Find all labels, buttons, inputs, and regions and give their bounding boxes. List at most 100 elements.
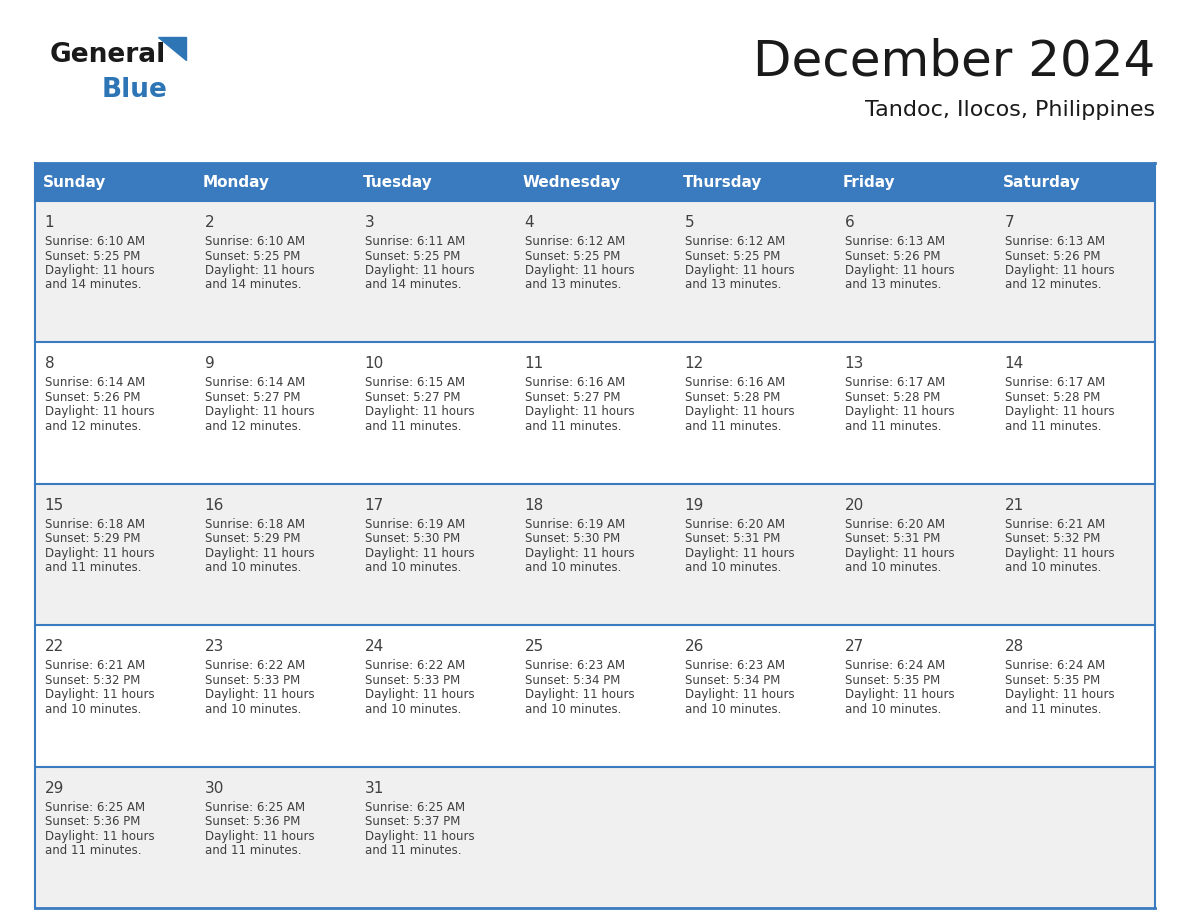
Text: Daylight: 11 hours: Daylight: 11 hours — [684, 406, 795, 419]
Text: Sunset: 5:25 PM: Sunset: 5:25 PM — [684, 250, 781, 263]
Text: Sunrise: 6:10 AM: Sunrise: 6:10 AM — [45, 235, 145, 248]
Bar — [34, 163, 1155, 201]
Text: Sunrise: 6:10 AM: Sunrise: 6:10 AM — [204, 235, 305, 248]
Text: and 11 minutes.: and 11 minutes. — [1005, 420, 1101, 433]
Text: and 13 minutes.: and 13 minutes. — [684, 278, 781, 292]
Bar — [34, 625, 1155, 767]
Text: and 10 minutes.: and 10 minutes. — [684, 561, 781, 575]
Text: Sunrise: 6:12 AM: Sunrise: 6:12 AM — [684, 235, 785, 248]
Text: Daylight: 11 hours: Daylight: 11 hours — [845, 264, 954, 277]
Text: Sunrise: 6:16 AM: Sunrise: 6:16 AM — [525, 376, 625, 389]
Text: and 10 minutes.: and 10 minutes. — [525, 561, 621, 575]
Text: Daylight: 11 hours: Daylight: 11 hours — [45, 406, 154, 419]
Text: 28: 28 — [1005, 639, 1024, 655]
Text: Sunrise: 6:18 AM: Sunrise: 6:18 AM — [204, 518, 305, 531]
Text: and 10 minutes.: and 10 minutes. — [684, 702, 781, 716]
Text: Sunset: 5:28 PM: Sunset: 5:28 PM — [1005, 391, 1100, 404]
Text: and 13 minutes.: and 13 minutes. — [525, 278, 621, 292]
Text: Blue: Blue — [102, 77, 168, 103]
Text: Sunrise: 6:22 AM: Sunrise: 6:22 AM — [365, 659, 465, 672]
Text: Sunrise: 6:16 AM: Sunrise: 6:16 AM — [684, 376, 785, 389]
Text: Sunset: 5:29 PM: Sunset: 5:29 PM — [45, 532, 140, 545]
Text: and 10 minutes.: and 10 minutes. — [365, 702, 461, 716]
Text: 21: 21 — [1005, 498, 1024, 513]
Text: and 14 minutes.: and 14 minutes. — [204, 278, 301, 292]
Text: Daylight: 11 hours: Daylight: 11 hours — [684, 264, 795, 277]
Text: 22: 22 — [45, 639, 64, 655]
Text: Daylight: 11 hours: Daylight: 11 hours — [45, 547, 154, 560]
Text: Sunrise: 6:19 AM: Sunrise: 6:19 AM — [525, 518, 625, 531]
Text: Daylight: 11 hours: Daylight: 11 hours — [365, 688, 474, 701]
Text: Sunset: 5:25 PM: Sunset: 5:25 PM — [525, 250, 620, 263]
Text: and 10 minutes.: and 10 minutes. — [45, 702, 141, 716]
Text: Sunset: 5:37 PM: Sunset: 5:37 PM — [365, 815, 460, 828]
Text: and 11 minutes.: and 11 minutes. — [204, 844, 301, 857]
Text: Sunset: 5:30 PM: Sunset: 5:30 PM — [365, 532, 460, 545]
Text: Daylight: 11 hours: Daylight: 11 hours — [365, 406, 474, 419]
Text: 9: 9 — [204, 356, 214, 372]
Text: Sunrise: 6:21 AM: Sunrise: 6:21 AM — [45, 659, 145, 672]
Text: 14: 14 — [1005, 356, 1024, 372]
Text: Sunrise: 6:17 AM: Sunrise: 6:17 AM — [1005, 376, 1105, 389]
Text: and 14 minutes.: and 14 minutes. — [45, 278, 141, 292]
Text: 17: 17 — [365, 498, 384, 513]
Text: and 12 minutes.: and 12 minutes. — [204, 420, 301, 433]
Text: Sunrise: 6:12 AM: Sunrise: 6:12 AM — [525, 235, 625, 248]
Text: Sunrise: 6:19 AM: Sunrise: 6:19 AM — [365, 518, 465, 531]
Text: and 11 minutes.: and 11 minutes. — [45, 561, 141, 575]
Bar — [34, 767, 1155, 908]
Text: Sunset: 5:30 PM: Sunset: 5:30 PM — [525, 532, 620, 545]
Text: Sunset: 5:34 PM: Sunset: 5:34 PM — [525, 674, 620, 687]
Text: Daylight: 11 hours: Daylight: 11 hours — [365, 547, 474, 560]
Text: Daylight: 11 hours: Daylight: 11 hours — [525, 264, 634, 277]
Text: 25: 25 — [525, 639, 544, 655]
Text: December 2024: December 2024 — [753, 38, 1155, 86]
Text: 26: 26 — [684, 639, 704, 655]
Text: and 10 minutes.: and 10 minutes. — [845, 561, 941, 575]
Text: Sunday: Sunday — [43, 174, 107, 189]
Text: Sunrise: 6:23 AM: Sunrise: 6:23 AM — [684, 659, 785, 672]
Text: Sunrise: 6:25 AM: Sunrise: 6:25 AM — [45, 800, 145, 813]
Text: and 11 minutes.: and 11 minutes. — [365, 420, 461, 433]
Text: and 11 minutes.: and 11 minutes. — [45, 844, 141, 857]
Text: Sunset: 5:25 PM: Sunset: 5:25 PM — [204, 250, 301, 263]
Text: Sunrise: 6:14 AM: Sunrise: 6:14 AM — [45, 376, 145, 389]
Text: and 14 minutes.: and 14 minutes. — [365, 278, 461, 292]
Text: 29: 29 — [45, 780, 64, 796]
Text: 30: 30 — [204, 780, 225, 796]
Text: 7: 7 — [1005, 215, 1015, 230]
Text: and 11 minutes.: and 11 minutes. — [525, 420, 621, 433]
Text: Daylight: 11 hours: Daylight: 11 hours — [525, 688, 634, 701]
Text: 5: 5 — [684, 215, 694, 230]
Text: Sunrise: 6:13 AM: Sunrise: 6:13 AM — [1005, 235, 1105, 248]
Text: Sunset: 5:32 PM: Sunset: 5:32 PM — [45, 674, 140, 687]
Text: Sunset: 5:34 PM: Sunset: 5:34 PM — [684, 674, 781, 687]
Text: Sunrise: 6:14 AM: Sunrise: 6:14 AM — [204, 376, 305, 389]
Text: Daylight: 11 hours: Daylight: 11 hours — [204, 547, 314, 560]
Text: Sunset: 5:28 PM: Sunset: 5:28 PM — [684, 391, 781, 404]
Text: and 13 minutes.: and 13 minutes. — [845, 278, 941, 292]
Text: Sunrise: 6:21 AM: Sunrise: 6:21 AM — [1005, 518, 1105, 531]
Text: Daylight: 11 hours: Daylight: 11 hours — [204, 264, 314, 277]
Text: 10: 10 — [365, 356, 384, 372]
Text: and 11 minutes.: and 11 minutes. — [365, 844, 461, 857]
Text: Sunrise: 6:13 AM: Sunrise: 6:13 AM — [845, 235, 944, 248]
Text: Daylight: 11 hours: Daylight: 11 hours — [845, 406, 954, 419]
Text: Sunrise: 6:15 AM: Sunrise: 6:15 AM — [365, 376, 465, 389]
Text: Sunset: 5:26 PM: Sunset: 5:26 PM — [45, 391, 140, 404]
Text: Sunset: 5:31 PM: Sunset: 5:31 PM — [684, 532, 781, 545]
Text: Sunrise: 6:20 AM: Sunrise: 6:20 AM — [845, 518, 944, 531]
Text: 20: 20 — [845, 498, 864, 513]
Text: Sunset: 5:27 PM: Sunset: 5:27 PM — [525, 391, 620, 404]
Text: Sunrise: 6:11 AM: Sunrise: 6:11 AM — [365, 235, 465, 248]
Text: 13: 13 — [845, 356, 864, 372]
Text: 3: 3 — [365, 215, 374, 230]
Text: Daylight: 11 hours: Daylight: 11 hours — [845, 547, 954, 560]
Text: Daylight: 11 hours: Daylight: 11 hours — [525, 406, 634, 419]
Text: Sunset: 5:32 PM: Sunset: 5:32 PM — [1005, 532, 1100, 545]
Text: and 10 minutes.: and 10 minutes. — [845, 702, 941, 716]
Text: Daylight: 11 hours: Daylight: 11 hours — [684, 688, 795, 701]
Text: 27: 27 — [845, 639, 864, 655]
Text: and 10 minutes.: and 10 minutes. — [365, 561, 461, 575]
Text: Tuesday: Tuesday — [364, 174, 432, 189]
